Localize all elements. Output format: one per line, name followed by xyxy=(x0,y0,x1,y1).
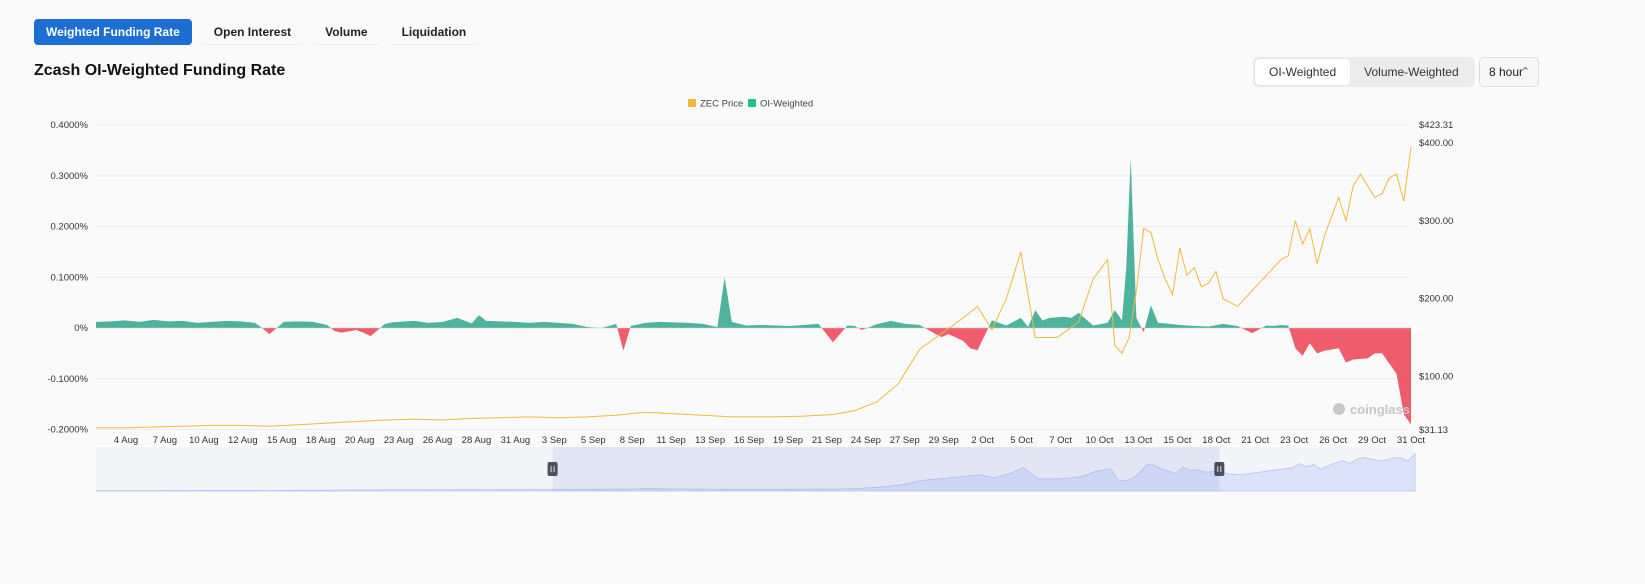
x-tick-label: 29 Sep xyxy=(929,435,959,446)
legend-swatch xyxy=(688,99,696,107)
chart-tabs: Weighted Funding Rate Open Interest Volu… xyxy=(34,19,479,45)
x-tick-label: 18 Aug xyxy=(306,435,336,446)
y-right-tick-label: $31.13 xyxy=(1419,425,1448,436)
x-tick-label: 5 Sep xyxy=(581,435,606,446)
y-axis-right: $423.31 $400.00 $300.00 $200.00 $100.00 $31.1… xyxy=(1419,120,1453,436)
oi-weighted-option[interactable]: OI-Weighted xyxy=(1255,59,1351,85)
x-tick-label: 18 Oct xyxy=(1202,435,1230,446)
x-tick-label: 19 Sep xyxy=(773,435,803,446)
x-tick-label: 10 Oct xyxy=(1085,435,1113,446)
x-tick-label: 27 Sep xyxy=(890,435,920,446)
tab-liquidation[interactable]: Liquidation xyxy=(389,19,479,45)
x-tick-label: 31 Aug xyxy=(501,435,531,446)
x-tick-label: 13 Sep xyxy=(695,435,725,446)
y-right-tick-label: $300.00 xyxy=(1419,216,1453,227)
x-tick-label: 7 Oct xyxy=(1049,435,1072,446)
weighting-toggle: OI-Weighted Volume-Weighted xyxy=(1253,57,1475,87)
interval-select[interactable]: 8 hour ⌃ xyxy=(1479,57,1539,87)
x-tick-label: 15 Oct xyxy=(1163,435,1191,446)
x-tick-label: 12 Aug xyxy=(228,435,258,446)
zec-price-series xyxy=(96,146,1412,429)
interval-value: 8 hour xyxy=(1489,65,1524,79)
navigator-left-handle[interactable] xyxy=(547,462,558,476)
range-navigator[interactable] xyxy=(95,447,1416,492)
y-tick-label: 0.3000% xyxy=(50,171,88,182)
x-tick-label: 26 Oct xyxy=(1319,435,1347,446)
x-tick-label: 11 Sep xyxy=(656,435,685,446)
x-tick-label: 28 Aug xyxy=(462,435,492,446)
x-tick-label: 31 Oct xyxy=(1397,435,1425,446)
x-tick-label: 15 Aug xyxy=(267,435,297,446)
x-tick-label: 29 Oct xyxy=(1358,435,1386,446)
x-tick-label: 16 Sep xyxy=(734,435,764,446)
legend-label[interactable]: OI-Weighted xyxy=(760,99,813,110)
tab-volume[interactable]: Volume xyxy=(313,19,380,45)
page-title: Zcash OI-Weighted Funding Rate xyxy=(34,62,286,79)
y-right-tick-label: $100.00 xyxy=(1419,371,1453,382)
legend-swatch xyxy=(748,99,756,107)
y-tick-label: 0% xyxy=(74,323,88,334)
y-tick-label: 0.2000% xyxy=(50,222,88,233)
watermark-text: coinglass xyxy=(1350,402,1410,417)
volume-weighted-option[interactable]: Volume-Weighted xyxy=(1364,65,1459,79)
x-axis: 4 Aug 7 Aug 10 Aug 12 Aug 15 Aug 18 Aug 20 Aug… xyxy=(114,435,1426,446)
y-right-tick-label: $200.00 xyxy=(1419,294,1453,305)
funding-negative-area xyxy=(96,328,1411,425)
zec-price-line xyxy=(96,146,1412,429)
x-tick-label: 3 Sep xyxy=(542,435,567,446)
chart-legend: ZEC Price OI-Weighted xyxy=(688,99,813,110)
x-tick-label: 23 Aug xyxy=(384,435,414,446)
tab-open-interest[interactable]: Open Interest xyxy=(201,19,304,45)
x-tick-label: 24 Sep xyxy=(851,435,881,446)
y-axis-left: 0.4000% 0.3000% 0.2000% 0.1000% 0% -0.1000% -0… xyxy=(47,120,88,436)
coinglass-watermark: coinglass xyxy=(1333,402,1410,417)
navigator-selection[interactable] xyxy=(552,447,1220,491)
x-tick-label: 7 Aug xyxy=(153,435,177,446)
legend-label[interactable]: ZEC Price xyxy=(700,99,743,110)
x-tick-label: 21 Sep xyxy=(812,435,842,446)
x-tick-label: 26 Aug xyxy=(423,435,453,446)
x-tick-label: 10 Aug xyxy=(189,435,219,446)
x-tick-label: 5 Oct xyxy=(1010,435,1033,446)
y-right-tick-label: $423.31 xyxy=(1419,120,1453,131)
navigator-right-handle[interactable] xyxy=(1214,462,1225,476)
chart-grid xyxy=(96,124,1411,430)
y-tick-label: -0.1000% xyxy=(47,374,88,385)
x-tick-label: 21 Oct xyxy=(1241,435,1269,446)
navigator-series xyxy=(95,452,1416,492)
x-tick-label: 4 Aug xyxy=(114,435,138,446)
x-tick-label: 13 Oct xyxy=(1124,435,1152,446)
x-tick-label: 8 Sep xyxy=(620,435,645,446)
x-tick-label: 20 Aug xyxy=(345,435,375,446)
oi-weighted-series xyxy=(96,158,1411,425)
y-right-tick-label: $400.00 xyxy=(1419,138,1453,149)
y-tick-label: -0.2000% xyxy=(47,425,88,436)
funding-positive-area xyxy=(96,158,1411,328)
up-down-chevron-icon: ⌃ xyxy=(1520,66,1530,78)
y-tick-label: 0.4000% xyxy=(50,120,88,131)
x-tick-label: 2 Oct xyxy=(971,435,994,446)
y-tick-label: 0.1000% xyxy=(50,272,88,283)
x-tick-label: 23 Oct xyxy=(1280,435,1308,446)
coinglass-logo-icon xyxy=(1333,403,1345,415)
tab-weighted-funding-rate[interactable]: Weighted Funding Rate xyxy=(34,19,192,45)
